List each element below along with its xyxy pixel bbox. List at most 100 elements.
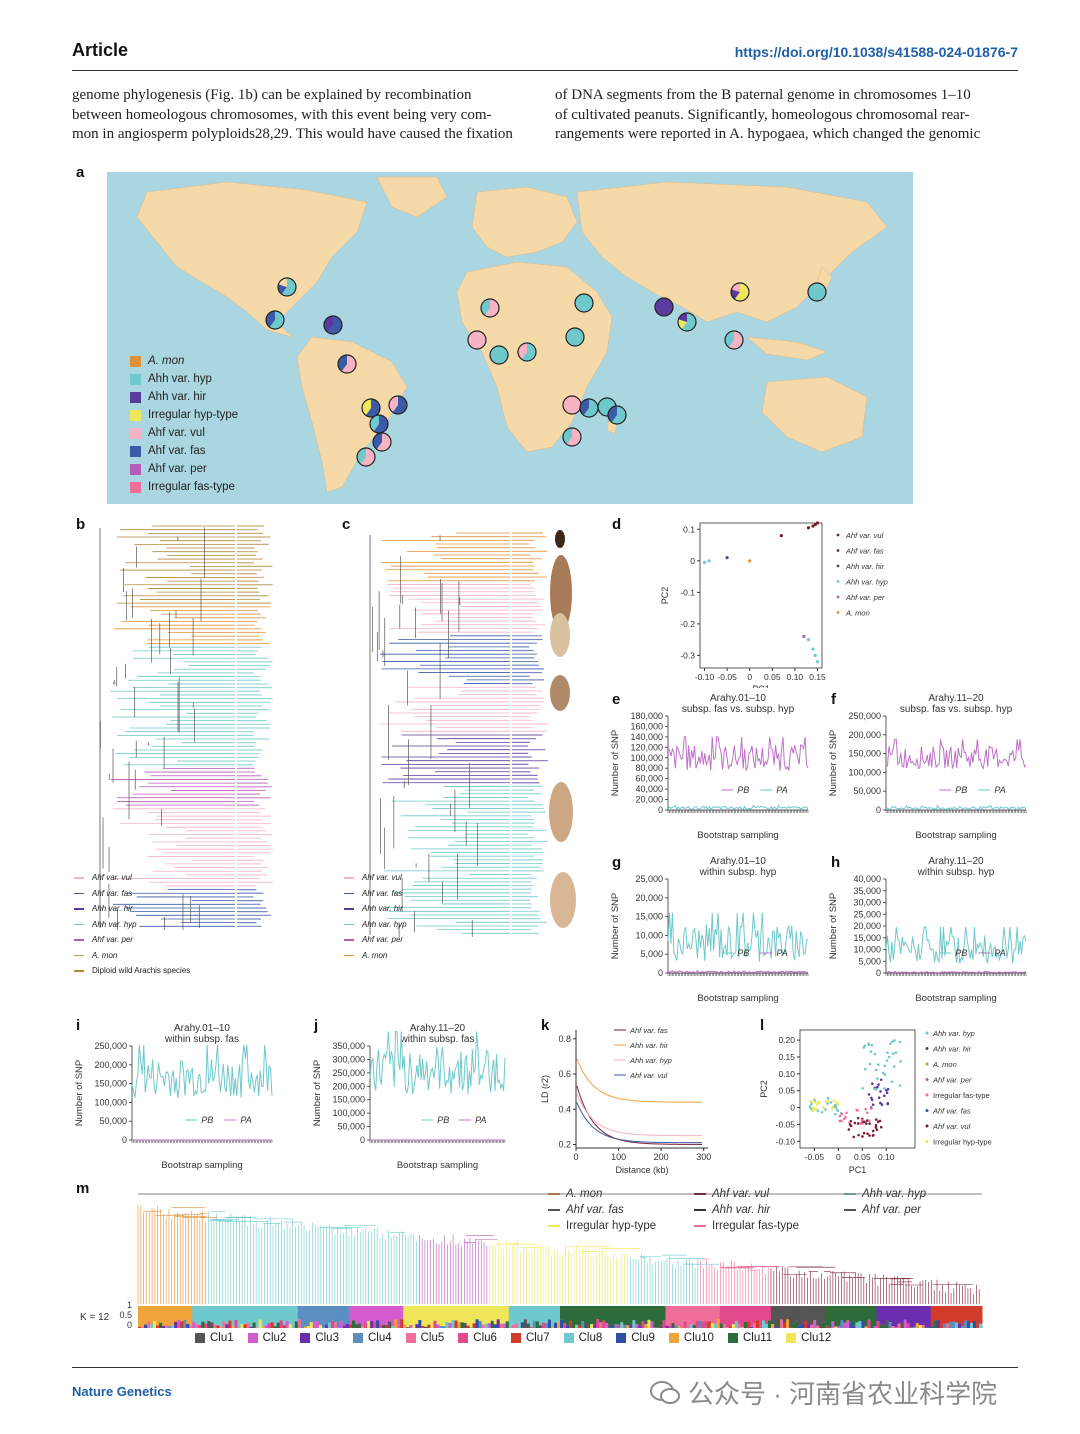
- structure-bar: [174, 1321, 178, 1328]
- structure-bar: [813, 1306, 817, 1321]
- structure-bar: [783, 1322, 787, 1328]
- legend-marker: [836, 564, 840, 568]
- structure-bar: [324, 1324, 329, 1328]
- structure-bar: [367, 1320, 371, 1328]
- legend-label: PA: [776, 785, 787, 795]
- legend-item: Ahf var. fas: [344, 886, 407, 902]
- y-tick-label: -0.05: [776, 1119, 796, 1129]
- cluster-legend-item: Clu7: [510, 1332, 550, 1344]
- pie-slice: [731, 283, 740, 292]
- pie-outline: [607, 405, 627, 425]
- structure-bar: [581, 1320, 585, 1328]
- phylogenetic-tree-c: [369, 530, 576, 937]
- structure-bar: [427, 1306, 431, 1325]
- pie-slice: [376, 433, 391, 451]
- doi-link[interactable]: https://doi.org/10.1038/s41588-024-01876…: [734, 44, 1018, 60]
- structure-bar: [740, 1327, 745, 1328]
- structure-bar: [261, 1326, 266, 1328]
- legend-label: Ahf var. per: [362, 935, 404, 945]
- structure-bar: [201, 1306, 205, 1322]
- structure-bar: [547, 1306, 552, 1320]
- x-tick-label: 0: [836, 1152, 841, 1162]
- pie-slice: [370, 415, 379, 432]
- structure-bar: [397, 1324, 401, 1328]
- structure-bar: [258, 1306, 263, 1320]
- legend-label: Ahf var. fas: [932, 1107, 971, 1116]
- scatter-point: [833, 1112, 837, 1116]
- structure-bar: [421, 1306, 425, 1326]
- legend-marker: [925, 1062, 929, 1066]
- legend-label: Ahh var. hir: [362, 904, 403, 914]
- structure-bar: [939, 1306, 944, 1325]
- x-tick-label: -0.05: [717, 672, 737, 682]
- structure-bar: [183, 1306, 187, 1320]
- structure-bar: [617, 1324, 621, 1328]
- legend-item: Irregular fas-type: [130, 478, 238, 496]
- structure-bar: [662, 1306, 666, 1321]
- legend-marker: [836, 533, 840, 537]
- structure-bar: [198, 1325, 202, 1328]
- structure-bar: [219, 1306, 223, 1327]
- scatter-point: [894, 1051, 898, 1054]
- structure-bar: [406, 1327, 410, 1328]
- wechat-icon: [650, 1380, 680, 1405]
- y-tick-label: 30,000: [853, 898, 881, 908]
- legend-label: Ahh var. hir: [148, 391, 207, 403]
- structure-bar: [560, 1319, 564, 1328]
- structure-bar: [686, 1306, 691, 1321]
- structure-bar: [282, 1306, 287, 1326]
- legend-item: A. mon: [344, 948, 407, 964]
- x-axis-label: Bootstrap sampling: [697, 993, 778, 1004]
- structure-bar: [668, 1325, 673, 1328]
- structure-bar: [611, 1306, 615, 1325]
- series-line: [369, 1030, 506, 1095]
- legend-label: Ahf var. per: [862, 1204, 922, 1216]
- structure-bar: [192, 1306, 196, 1322]
- structure-bar: [180, 1306, 184, 1322]
- scatter-point: [859, 1122, 862, 1125]
- structure-bar: [948, 1306, 953, 1323]
- cluster-label: Clu3: [315, 1332, 339, 1344]
- structure-bar: [578, 1306, 582, 1326]
- pie-slice: [341, 355, 357, 373]
- structure-bar: [855, 1306, 859, 1323]
- legend-label: PB: [955, 948, 967, 958]
- structure-bar: [517, 1306, 522, 1327]
- y-tick-label: 50,000: [337, 1122, 365, 1132]
- structure-bar: [424, 1306, 428, 1327]
- structure-bar: [484, 1323, 489, 1328]
- structure-bar: [572, 1327, 576, 1328]
- cluster-legend-item: Clu6: [458, 1332, 497, 1344]
- structure-bar: [629, 1306, 633, 1325]
- structure-bar: [382, 1306, 386, 1325]
- legend-label: Ahf var. fas: [362, 888, 403, 898]
- structure-bar: [713, 1324, 718, 1328]
- legend-line: [548, 1209, 560, 1211]
- scatter-point: [873, 1087, 877, 1091]
- scatter-point: [866, 1132, 869, 1135]
- structure-bar: [864, 1326, 868, 1328]
- cluster-swatch: [458, 1333, 469, 1343]
- cluster-swatch: [300, 1333, 311, 1343]
- y-axis-label: PC2: [660, 587, 670, 605]
- structure-bar: [358, 1323, 362, 1328]
- body-text-left: genome phylogenesis (Fig. 1b) can be exp…: [72, 86, 537, 145]
- structure-bar: [478, 1306, 483, 1321]
- structure-bar: [933, 1320, 938, 1328]
- cluster-label: Clu6: [473, 1332, 497, 1344]
- cluster-swatch: [786, 1333, 797, 1343]
- structure-bar: [180, 1321, 184, 1328]
- pie-slice: [281, 278, 296, 296]
- structure-bar: [297, 1319, 302, 1328]
- structure-bar: [364, 1322, 368, 1328]
- series-line: [885, 804, 1027, 811]
- x-axis-label: Bootstrap sampling: [697, 830, 778, 841]
- scatter-point: [898, 1040, 902, 1044]
- scatter-point: [877, 1063, 880, 1066]
- cluster-swatch: [563, 1333, 574, 1343]
- landmass-north-america: [136, 181, 368, 338]
- structure-bar: [345, 1306, 350, 1324]
- structure-bar: [532, 1306, 537, 1321]
- y-tick-label: 0.20: [778, 1035, 795, 1045]
- pie-outline: [677, 312, 697, 332]
